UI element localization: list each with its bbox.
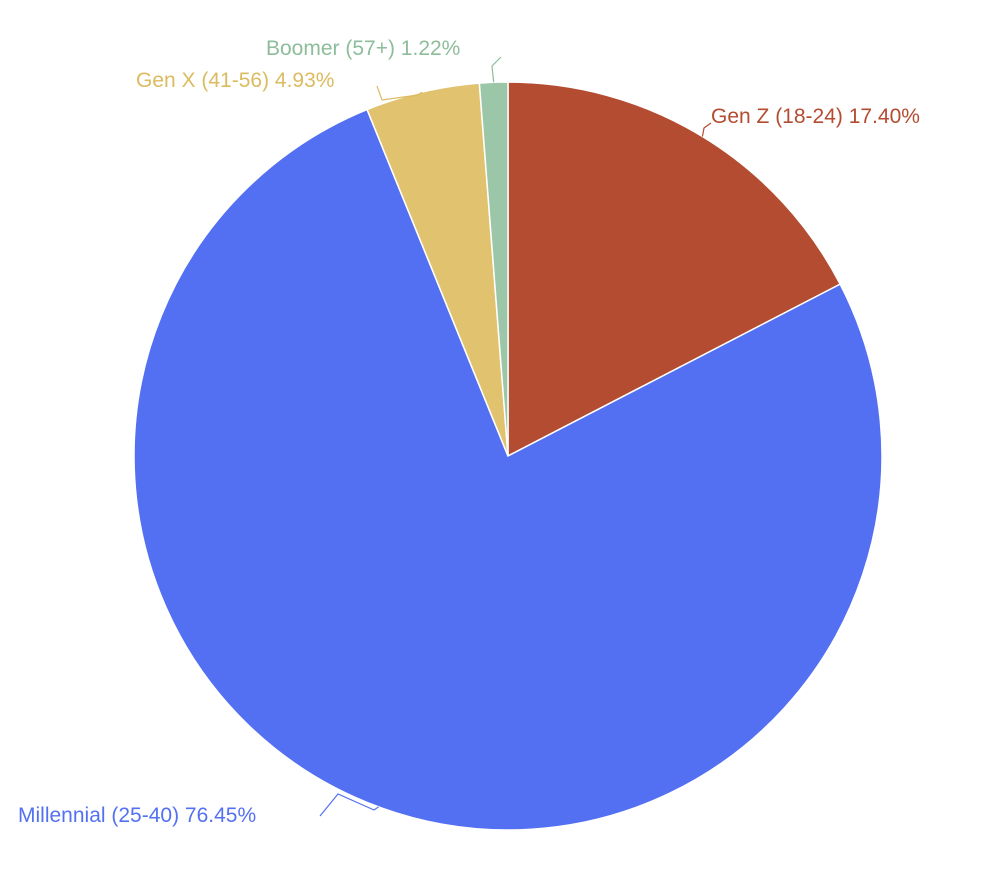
slice-label-boomer-57: Boomer (57+) 1.22% [266, 37, 460, 60]
pie-slice-boomer-57 [478, 81, 509, 457]
pie-slice-millennial-25-40 [133, 108, 883, 831]
leader-line-1 [319, 793, 379, 817]
slice-label-gen-z-18-24: Gen Z (18-24) 17.40% [711, 105, 920, 128]
slice-label-millennial-25-40: Millennial (25-40) 76.45% [18, 804, 256, 827]
leader-line-0 [701, 122, 712, 137]
leader-line-3 [491, 56, 502, 83]
leader-line-2 [376, 85, 423, 101]
slice-label-gen-x-41-56: Gen X (41-56) 4.93% [136, 69, 334, 92]
